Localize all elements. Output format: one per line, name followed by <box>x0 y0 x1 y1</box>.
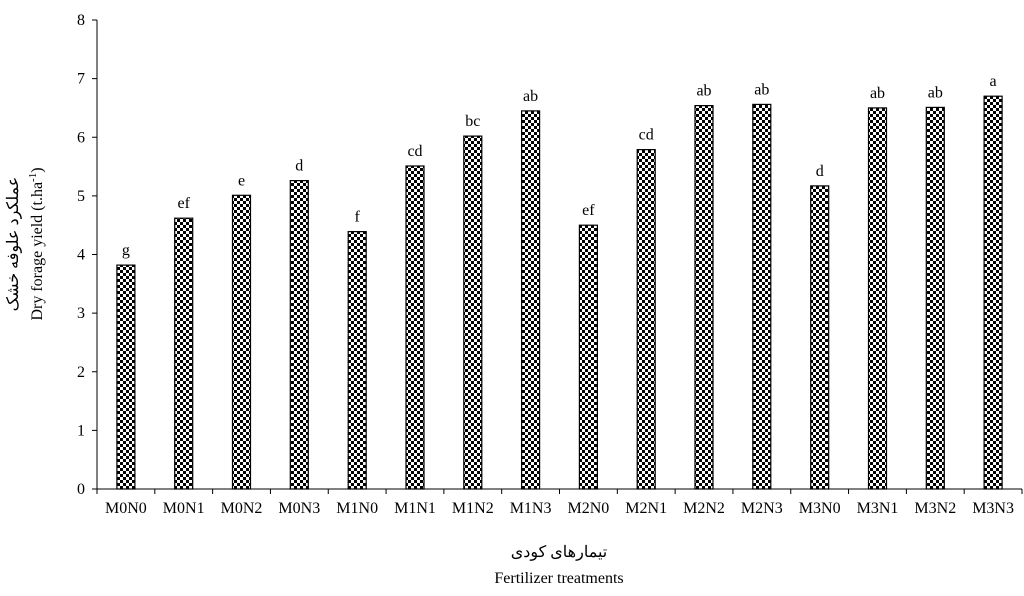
x-tick-label-m3n2: M3N2 <box>914 500 956 517</box>
significance-letter-m0n2: e <box>238 172 245 189</box>
x-axis-title-english: Fertilizer treatments <box>494 570 623 587</box>
y-axis-title-english-main: Dry forage yield (t.ha <box>29 182 46 321</box>
x-tick-label-m3n1: M3N1 <box>857 500 899 517</box>
bar-m2n0 <box>578 224 599 490</box>
labels-layer: g M0N0 ef M0N1 e M0N2 d M0N3 f M1N0 cd M1N1 bc M1N2 ab… <box>77 12 1014 517</box>
y-axis-title-english-close: ) <box>29 167 46 172</box>
bar-m1n0 <box>347 231 367 490</box>
bar-m3n3 <box>983 95 1003 490</box>
bar-m1n1 <box>405 165 425 490</box>
y-tick-label-5: 5 <box>77 188 85 205</box>
significance-letter-m1n3: ab <box>523 88 538 105</box>
x-tick-label-m0n1: M0N1 <box>163 500 205 517</box>
x-tick-label-m2n3: M2N3 <box>741 500 783 517</box>
significance-letter-m3n2: ab <box>928 84 943 101</box>
x-tick-label-m2n2: M2N2 <box>683 500 725 517</box>
y-axis-title-unit-superscript: -1 <box>27 173 39 182</box>
significance-letter-m3n1: ab <box>870 85 885 102</box>
x-tick-label-m3n3: M3N3 <box>972 500 1014 517</box>
bar-m3n1 <box>867 107 888 490</box>
y-tick-label-4: 4 <box>77 247 85 264</box>
x-tick-label-m1n1: M1N1 <box>394 500 436 517</box>
significance-letter-m3n3: a <box>990 73 997 90</box>
x-tick-label-m1n3: M1N3 <box>510 500 552 517</box>
x-axis-title-persian: تیمارهای کودی <box>511 544 608 561</box>
x-tick-label-m1n0: M1N0 <box>336 500 378 517</box>
significance-letter-m2n2: ab <box>696 83 711 100</box>
significance-letter-m0n3: d <box>295 158 303 175</box>
significance-letter-m1n1: cd <box>407 143 422 160</box>
y-axis-title-persian: عملکرد علوفه خشک <box>5 177 22 312</box>
y-tick-label-6: 6 <box>77 129 85 146</box>
y-tick-label-8: 8 <box>77 12 85 29</box>
significance-letter-m2n1: cd <box>639 127 654 144</box>
significance-letter-m2n0: ef <box>582 202 595 219</box>
bar-m2n2 <box>694 104 714 490</box>
x-tick-label-m2n1: M2N1 <box>625 500 667 517</box>
significance-letter-m3n0: d <box>816 163 824 180</box>
significance-letter-m1n2: bc <box>465 113 480 130</box>
x-tick-label-m0n3: M0N3 <box>278 500 320 517</box>
bar-m2n3 <box>752 103 772 490</box>
significance-letter-m2n3: ab <box>754 81 769 98</box>
bar-m0n1 <box>174 217 194 490</box>
bar-m0n0 <box>116 264 136 490</box>
significance-letter-m0n1: ef <box>177 195 190 212</box>
axes-layer <box>92 19 1023 494</box>
x-tick-label-m0n0: M0N0 <box>105 500 147 517</box>
bar-m1n2 <box>463 135 483 490</box>
significance-letter-m1n0: f <box>355 209 361 226</box>
y-axis-title-english: Dry forage yield (t.ha-1) <box>27 167 46 320</box>
y-tick-label-2: 2 <box>77 364 85 381</box>
x-tick-label-m2n0: M2N0 <box>568 500 610 517</box>
x-tick-label-m1n2: M1N2 <box>452 500 494 517</box>
y-tick-label-7: 7 <box>77 71 85 88</box>
significance-letter-m0n0: g <box>122 242 130 259</box>
bars-layer <box>116 95 1003 490</box>
x-tick-label-m3n0: M3N0 <box>799 500 841 517</box>
bar-m3n0 <box>810 185 830 490</box>
x-tick-label-m0n2: M0N2 <box>221 500 263 517</box>
y-tick-label-0: 0 <box>77 481 85 498</box>
bar-m2n1 <box>636 149 656 490</box>
bar-m0n3 <box>289 180 309 490</box>
y-tick-label-3: 3 <box>77 305 85 322</box>
y-tick-label-1: 1 <box>77 422 85 439</box>
bar-m3n2 <box>925 106 945 490</box>
bar-m1n3 <box>520 110 541 490</box>
bar-m0n2 <box>231 194 252 490</box>
